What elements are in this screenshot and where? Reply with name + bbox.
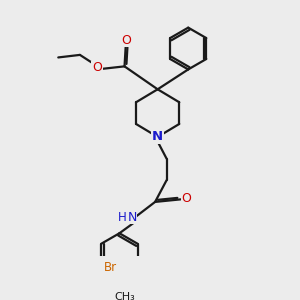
- Text: O: O: [92, 61, 102, 74]
- Text: CH₃: CH₃: [115, 292, 135, 300]
- Text: N: N: [152, 130, 163, 143]
- Text: O: O: [181, 192, 191, 205]
- Text: H: H: [118, 211, 127, 224]
- Text: O: O: [121, 34, 131, 46]
- Text: N: N: [128, 211, 137, 224]
- Text: Br: Br: [104, 261, 117, 274]
